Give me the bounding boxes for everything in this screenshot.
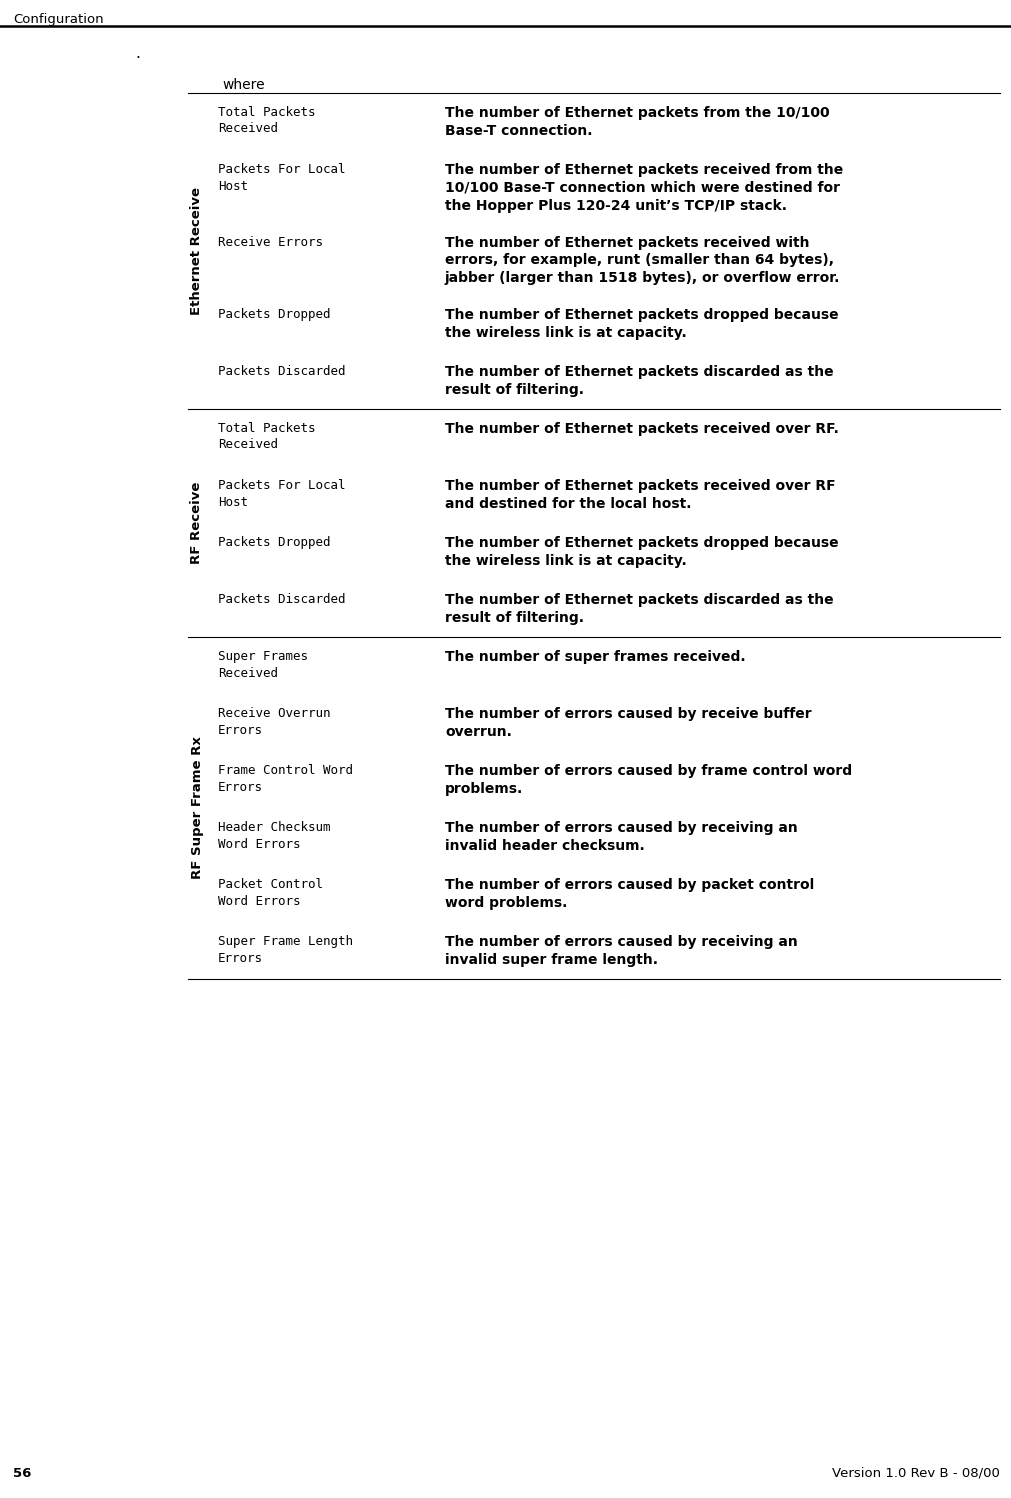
Text: The number of Ethernet packets dropped because
the wireless link is at capacity.: The number of Ethernet packets dropped b… bbox=[445, 309, 838, 340]
Text: The number of errors caused by receiving an
invalid header checksum.: The number of errors caused by receiving… bbox=[445, 821, 797, 852]
Text: Total Packets
Received: Total Packets Received bbox=[217, 422, 315, 451]
Text: Packets Dropped: Packets Dropped bbox=[217, 536, 331, 548]
Text: .: . bbox=[134, 46, 140, 61]
Text: The number of Ethernet packets received from the
10/100 Base-T connection which : The number of Ethernet packets received … bbox=[445, 163, 842, 213]
Text: The number of Ethernet packets discarded as the
result of filtering.: The number of Ethernet packets discarded… bbox=[445, 366, 833, 397]
Text: Frame Control Word
Errors: Frame Control Word Errors bbox=[217, 764, 353, 794]
Text: The number of Ethernet packets from the 10/100
Base-T connection.: The number of Ethernet packets from the … bbox=[445, 106, 829, 138]
Text: RF Super Frame Rx: RF Super Frame Rx bbox=[190, 737, 203, 879]
Text: Packets Discarded: Packets Discarded bbox=[217, 593, 345, 607]
Text: Packet Control
Word Errors: Packet Control Word Errors bbox=[217, 878, 323, 908]
Text: where: where bbox=[221, 78, 264, 91]
Text: Total Packets
Received: Total Packets Received bbox=[217, 106, 315, 135]
Text: Header Checksum
Word Errors: Header Checksum Word Errors bbox=[217, 821, 331, 851]
Text: Packets Discarded: Packets Discarded bbox=[217, 366, 345, 377]
Text: The number of errors caused by receive buffer
overrun.: The number of errors caused by receive b… bbox=[445, 707, 811, 739]
Text: Super Frame Length
Errors: Super Frame Length Errors bbox=[217, 935, 353, 965]
Text: Packets Dropped: Packets Dropped bbox=[217, 309, 331, 321]
Text: Version 1.0 Rev B - 08/00: Version 1.0 Rev B - 08/00 bbox=[831, 1467, 999, 1480]
Text: Packets For Local
Host: Packets For Local Host bbox=[217, 479, 345, 508]
Text: The number of Ethernet packets received over RF.: The number of Ethernet packets received … bbox=[445, 422, 838, 436]
Text: 56: 56 bbox=[13, 1467, 31, 1480]
Text: The number of errors caused by frame control word
problems.: The number of errors caused by frame con… bbox=[445, 764, 851, 795]
Text: The number of super frames received.: The number of super frames received. bbox=[445, 650, 745, 664]
Text: The number of Ethernet packets received over RF
and destined for the local host.: The number of Ethernet packets received … bbox=[445, 479, 835, 511]
Text: Super Frames
Received: Super Frames Received bbox=[217, 650, 307, 680]
Text: Receive Errors: Receive Errors bbox=[217, 235, 323, 249]
Text: The number of Ethernet packets discarded as the
result of filtering.: The number of Ethernet packets discarded… bbox=[445, 593, 833, 625]
Text: The number of errors caused by packet control
word problems.: The number of errors caused by packet co… bbox=[445, 878, 814, 909]
Text: Packets For Local
Host: Packets For Local Host bbox=[217, 163, 345, 193]
Text: Ethernet Receive: Ethernet Receive bbox=[190, 187, 203, 315]
Text: The number of Ethernet packets dropped because
the wireless link is at capacity.: The number of Ethernet packets dropped b… bbox=[445, 536, 838, 568]
Text: RF Receive: RF Receive bbox=[190, 482, 203, 565]
Text: Receive Overrun
Errors: Receive Overrun Errors bbox=[217, 707, 331, 737]
Text: The number of errors caused by receiving an
invalid super frame length.: The number of errors caused by receiving… bbox=[445, 935, 797, 966]
Text: The number of Ethernet packets received with
errors, for example, runt (smaller : The number of Ethernet packets received … bbox=[445, 235, 839, 285]
Text: Configuration: Configuration bbox=[13, 13, 103, 25]
